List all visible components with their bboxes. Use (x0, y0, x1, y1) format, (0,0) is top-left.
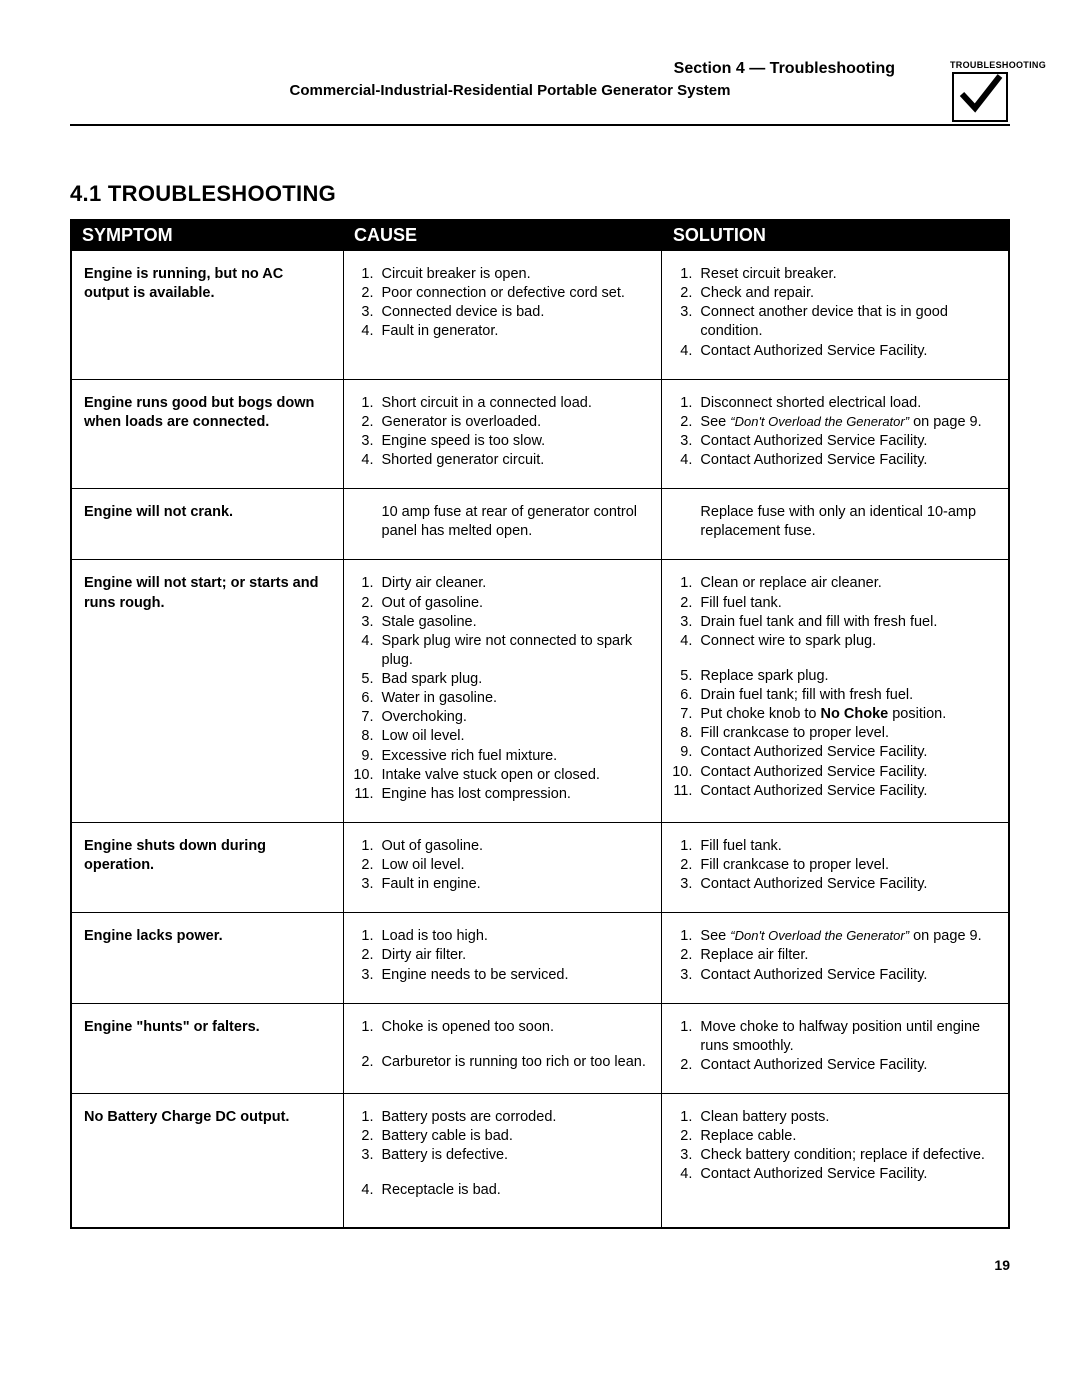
symptom-cell: Engine "hunts" or falters. (71, 1003, 343, 1093)
cause-cell: Dirty air cleaner.Out of gasoline.Stale … (343, 560, 662, 823)
table-row: Engine will not crank.10 amp fuse at rea… (71, 489, 1009, 560)
troubleshooting-table: SYMPTOM CAUSE SOLUTION Engine is running… (70, 219, 1010, 1229)
solution-cell: See “Don't Overload the Generator” on pa… (662, 913, 1009, 1003)
solution-cell: Reset circuit breaker.Check and repair.C… (662, 251, 1009, 380)
solution-cell: Clean battery posts.Replace cable.Check … (662, 1094, 1009, 1228)
table-row: Engine "hunts" or falters.Choke is opene… (71, 1003, 1009, 1093)
symptom-cell: No Battery Charge DC output. (71, 1094, 343, 1228)
table-row: Engine will not start; or starts and run… (71, 560, 1009, 823)
page-number: 19 (70, 1257, 1010, 1273)
table-row: Engine shuts down during operation.Out o… (71, 822, 1009, 912)
cause-cell: Out of gasoline.Low oil level.Fault in e… (343, 822, 662, 912)
symptom-cell: Engine will not crank. (71, 489, 343, 560)
table-row: No Battery Charge DC output.Battery post… (71, 1094, 1009, 1228)
cause-cell: Load is too high.Dirty air filter.Engine… (343, 913, 662, 1003)
page-title: 4.1 TROUBLESHOOTING (70, 181, 1010, 207)
solution-cell: Fill fuel tank.Fill crankcase to proper … (662, 822, 1009, 912)
cause-cell: Battery posts are corroded.Battery cable… (343, 1094, 662, 1228)
solution-cell: Move choke to halfway position until eng… (662, 1003, 1009, 1093)
page-header: Section 4 — Troubleshooting Commercial-I… (70, 60, 1010, 126)
col-header-symptom: SYMPTOM (71, 220, 343, 251)
solution-cell: Replace fuse with only an identical 10-a… (662, 489, 1009, 560)
symptom-cell: Engine lacks power. (71, 913, 343, 1003)
checkmark-icon (952, 72, 1008, 122)
header-subtitle: Commercial-Industrial-Residential Portab… (70, 82, 950, 99)
table-row: Engine lacks power.Load is too high.Dirt… (71, 913, 1009, 1003)
solution-cell: Clean or replace air cleaner.Fill fuel t… (662, 560, 1009, 823)
cause-cell: Short circuit in a connected load.Genera… (343, 379, 662, 489)
col-header-cause: CAUSE (343, 220, 662, 251)
col-header-solution: SOLUTION (662, 220, 1009, 251)
symptom-cell: Engine will not start; or starts and run… (71, 560, 343, 823)
section-line: Section 4 — Troubleshooting (70, 60, 950, 78)
symptom-cell: Engine shuts down during operation. (71, 822, 343, 912)
table-row: Engine is running, but no AC output is a… (71, 251, 1009, 380)
symptom-cell: Engine is running, but no AC output is a… (71, 251, 343, 380)
solution-cell: Disconnect shorted electrical load.See “… (662, 379, 1009, 489)
cause-cell: 10 amp fuse at rear of generator control… (343, 489, 662, 560)
icon-label: TROUBLESHOOTING (950, 60, 1010, 70)
symptom-cell: Engine runs good but bogs down when load… (71, 379, 343, 489)
cause-cell: Choke is opened too soon.Carburetor is r… (343, 1003, 662, 1093)
table-row: Engine runs good but bogs down when load… (71, 379, 1009, 489)
cause-cell: Circuit breaker is open.Poor connection … (343, 251, 662, 380)
